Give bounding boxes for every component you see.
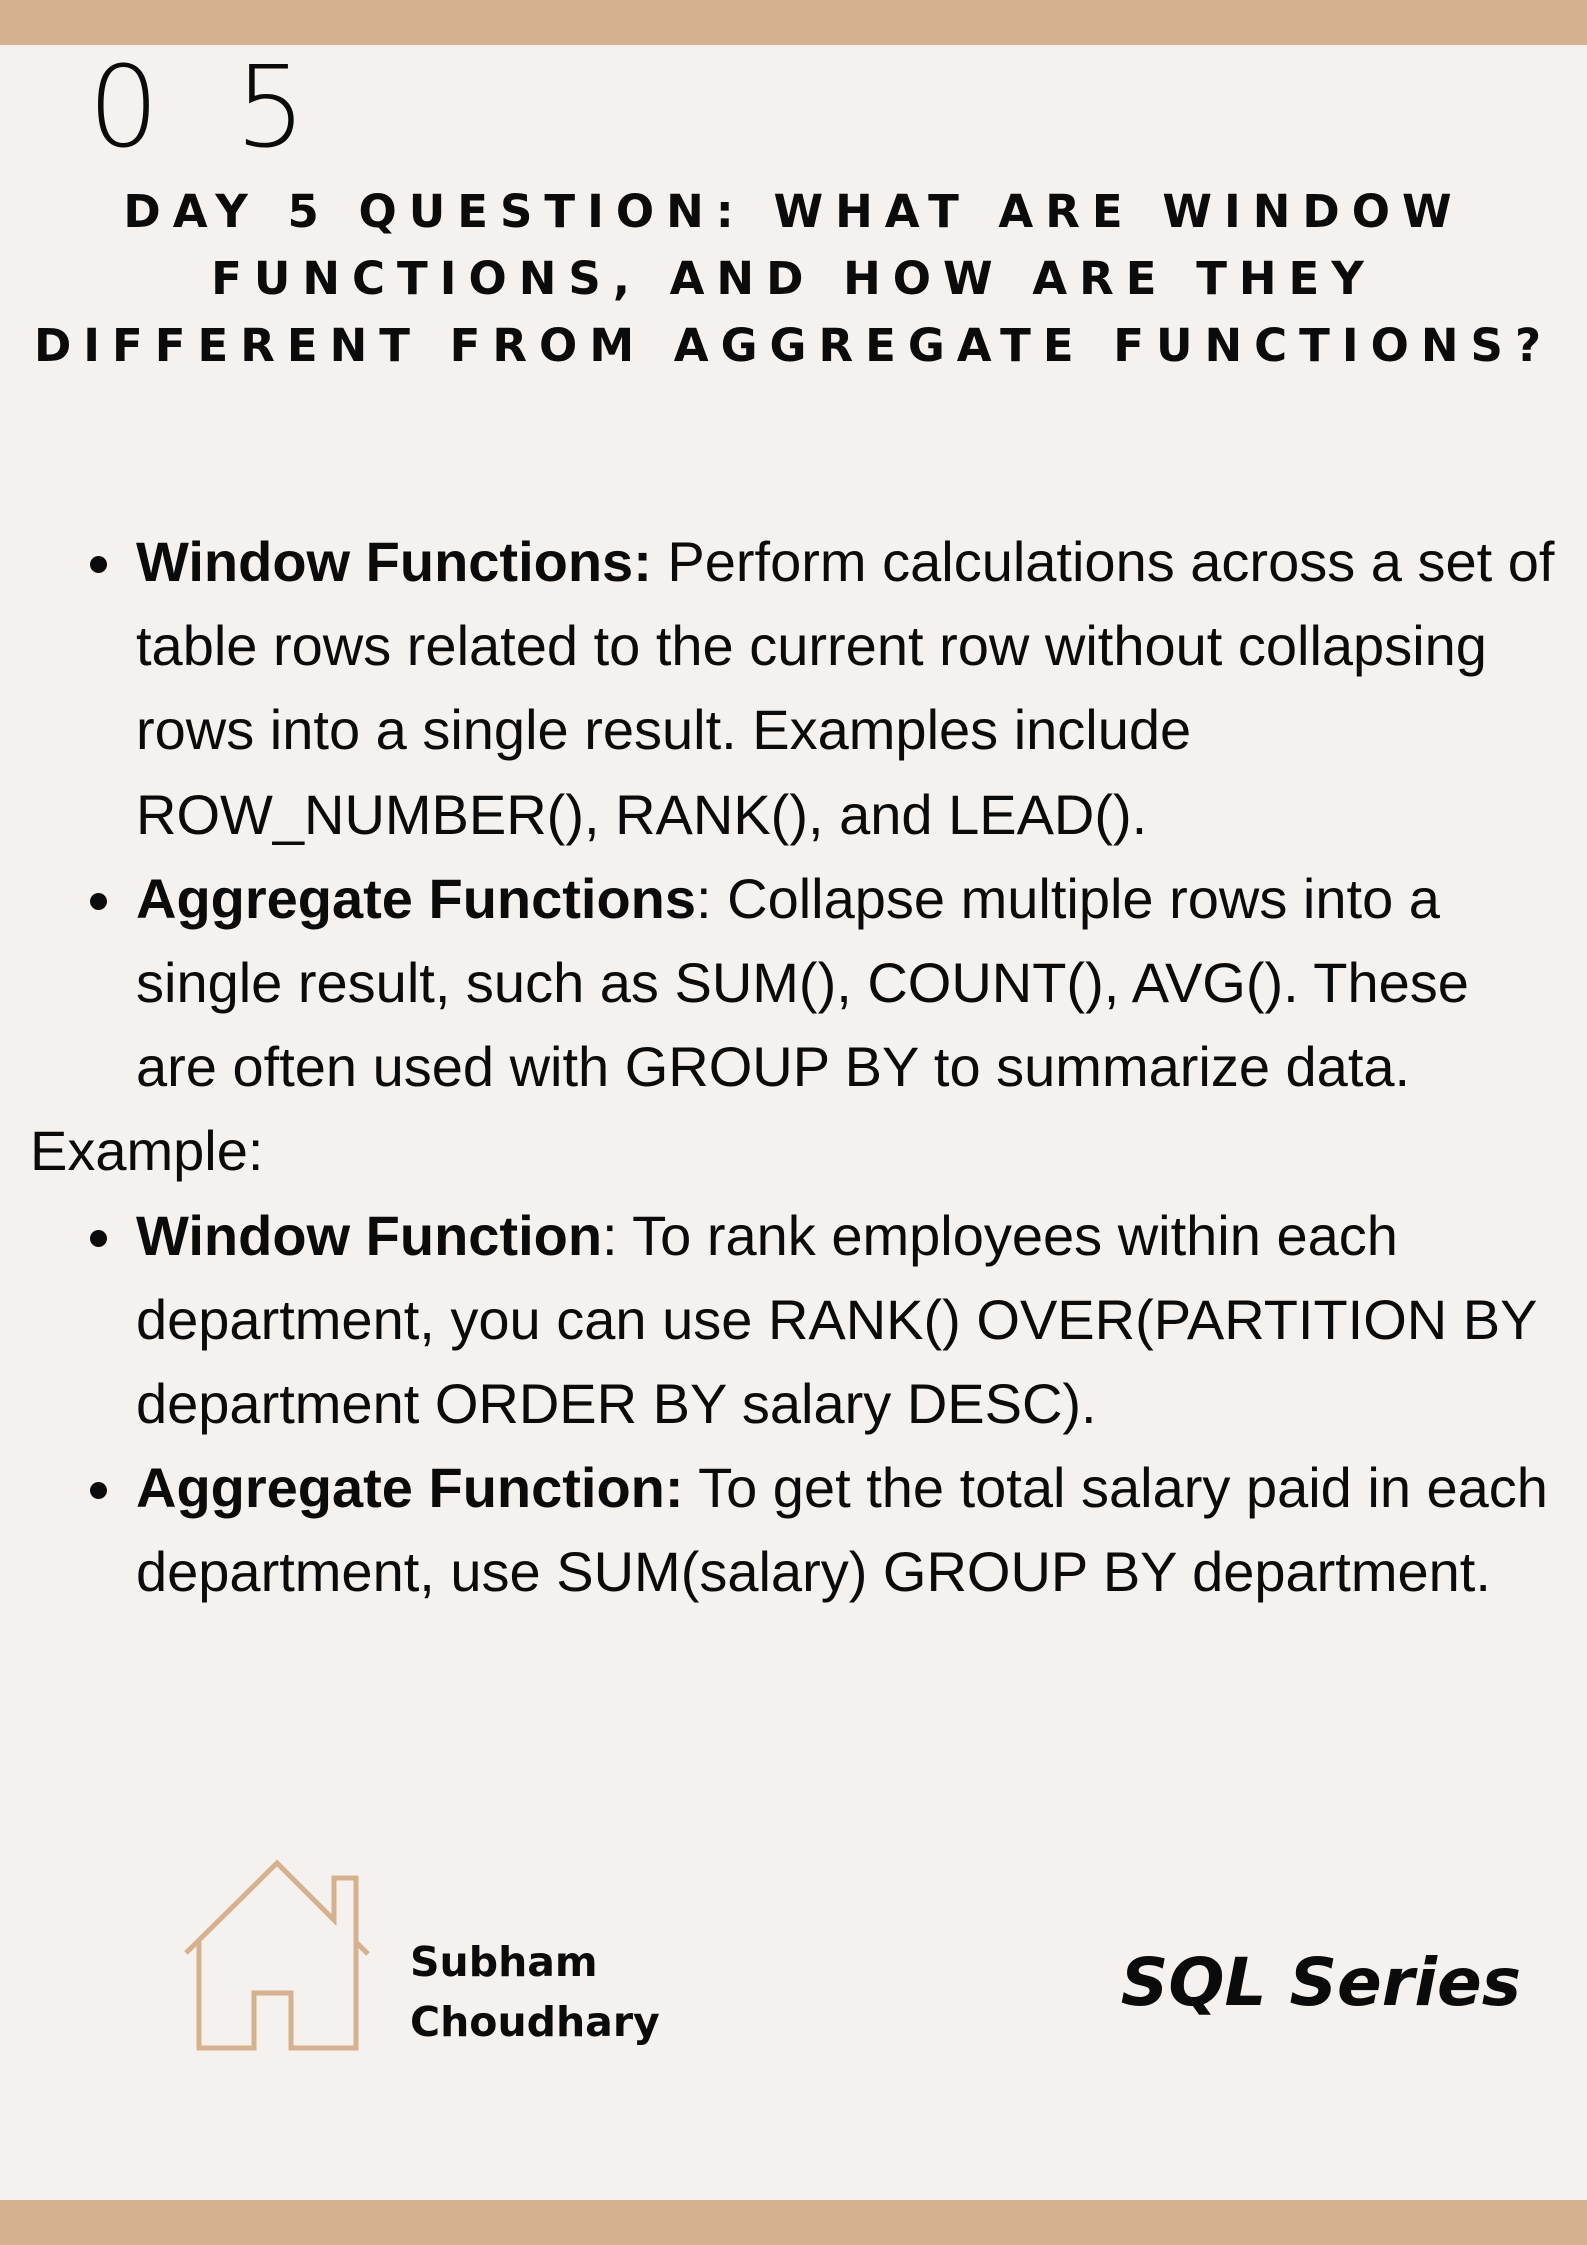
example-term: Aggregate Function: — [136, 1456, 684, 1520]
example-term: Window Function — [136, 1203, 603, 1267]
question-title: DAY 5 QUESTION: WHAT ARE WINDOW FUNCTION… — [33, 185, 1554, 372]
examples-list: Window Function: To rank employees withi… — [30, 1194, 1560, 1615]
example-text: : To rank employees within each departme… — [136, 1203, 1537, 1436]
day-number: 0 5 — [88, 43, 327, 173]
definition-text: : Collapse multiple rows into a single r… — [136, 866, 1469, 1099]
series-label: SQL Series — [1120, 1944, 1521, 2021]
definitions-list: Window Functions: Perform calculations a… — [30, 520, 1560, 1109]
list-item: Aggregate Function: To get the total sal… — [90, 1446, 1560, 1614]
definition-term: Window Functions: — [136, 530, 652, 593]
list-item: Aggregate Functions: Collapse multiple r… — [90, 857, 1560, 1110]
example-label: Example: — [30, 1119, 264, 1183]
house-icon — [184, 1859, 370, 2051]
definition-term: Aggregate Functions — [136, 866, 697, 930]
definition-text: Perform calculations across a set of tab… — [136, 530, 1555, 846]
list-item: Window Functions: Perform calculations a… — [90, 520, 1560, 857]
bottom-accent-band — [0, 2200, 1587, 2245]
top-accent-band — [0, 0, 1587, 45]
content-body: Window Functions: Perform calculations a… — [30, 520, 1560, 1615]
author-name: Subham Choudhary — [410, 1938, 660, 2046]
list-item: Window Function: To rank employees withi… — [90, 1194, 1560, 1447]
example-text: To get the total salary paid in each dep… — [136, 1456, 1548, 1604]
